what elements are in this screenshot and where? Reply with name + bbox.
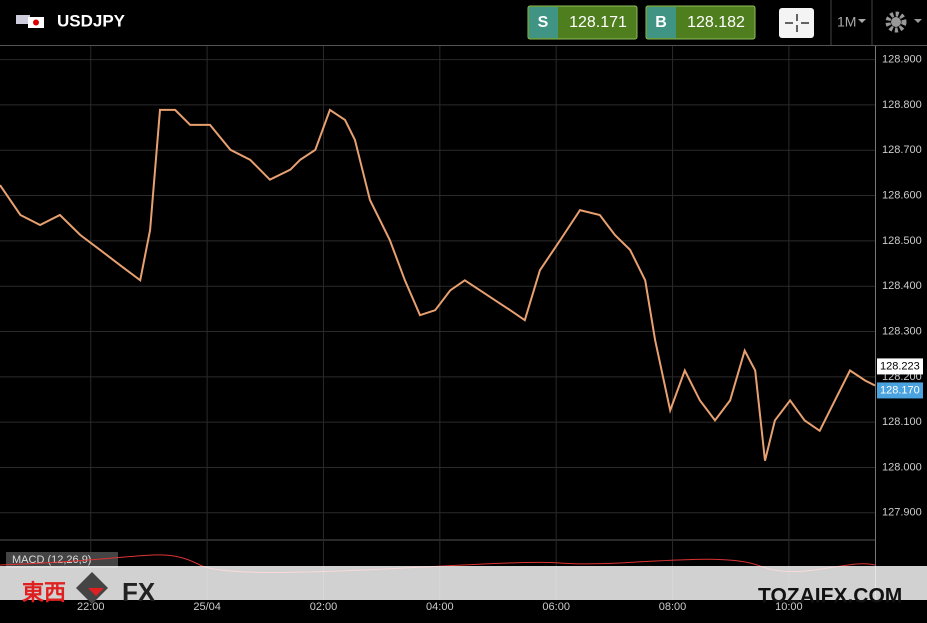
crosshair-icon[interactable] <box>785 14 809 32</box>
y-tick-label: 128.400 <box>882 280 922 292</box>
x-tick-label: 10:00 <box>775 601 803 613</box>
y-tick-label: 128.300 <box>882 325 922 337</box>
buy-price[interactable]: 128.182 <box>687 14 745 31</box>
y-tick-label: 128.700 <box>882 144 922 156</box>
x-tick-label: 04:00 <box>426 601 454 613</box>
price-marker <box>877 382 923 399</box>
grid: 127.900128.000128.100128.200128.300128.4… <box>0 46 922 600</box>
settings-icon[interactable] <box>885 11 907 33</box>
price-marker-label: 128.223 <box>880 360 920 372</box>
price-marker <box>877 358 923 375</box>
flag-jp-dot <box>33 19 39 26</box>
x-tick-label: 08:00 <box>659 601 687 613</box>
symbol: USDJPY <box>57 11 126 30</box>
watermark-site: TOZAIFX.COM <box>758 585 902 608</box>
x-tick-label: 22:00 <box>77 601 105 613</box>
y-tick-label: 128.000 <box>882 461 922 473</box>
watermark-diamond-red <box>88 588 104 596</box>
sell-button[interactable]: S 128.171 <box>527 5 638 40</box>
sell-tag[interactable]: S <box>538 14 549 31</box>
buy-tag[interactable]: B <box>655 14 667 31</box>
y-tick-label: 128.600 <box>882 189 922 201</box>
sell-price[interactable]: 128.171 <box>569 14 627 31</box>
y-tick-label: 128.100 <box>882 416 922 428</box>
price-marker-label: 128.170 <box>880 384 920 396</box>
buy-tag-box[interactable] <box>647 7 676 38</box>
buy-button[interactable]: B 128.182 <box>645 5 756 40</box>
crosshair-button[interactable] <box>779 8 814 38</box>
watermark-cn: 東西 <box>22 580 66 605</box>
price-line <box>0 108 876 461</box>
watermark-fx: FX <box>122 577 156 607</box>
indicator-label: MACD (12,26,9) <box>12 554 91 566</box>
flag-us <box>16 15 30 24</box>
x-tick-label: 06:00 <box>542 601 570 613</box>
timeframe[interactable]: 1M <box>837 14 856 30</box>
watermark-strip <box>0 566 927 600</box>
crosshair-box[interactable] <box>779 8 814 38</box>
dropdown-arrow[interactable] <box>858 19 866 23</box>
settings-icon-core[interactable] <box>891 17 901 27</box>
y-tick-label: 127.900 <box>882 507 922 519</box>
x-tick-label: 02:00 <box>310 601 338 613</box>
plot <box>0 108 876 461</box>
x-tick-label: 25/04 <box>193 601 221 613</box>
y-tick-label: 128.500 <box>882 235 922 247</box>
dropdown-arrow[interactable] <box>914 19 922 23</box>
y-tick-label: 128.800 <box>882 99 922 111</box>
y-tick-label: 128.900 <box>882 54 922 66</box>
sell-tag-box[interactable] <box>529 7 558 38</box>
